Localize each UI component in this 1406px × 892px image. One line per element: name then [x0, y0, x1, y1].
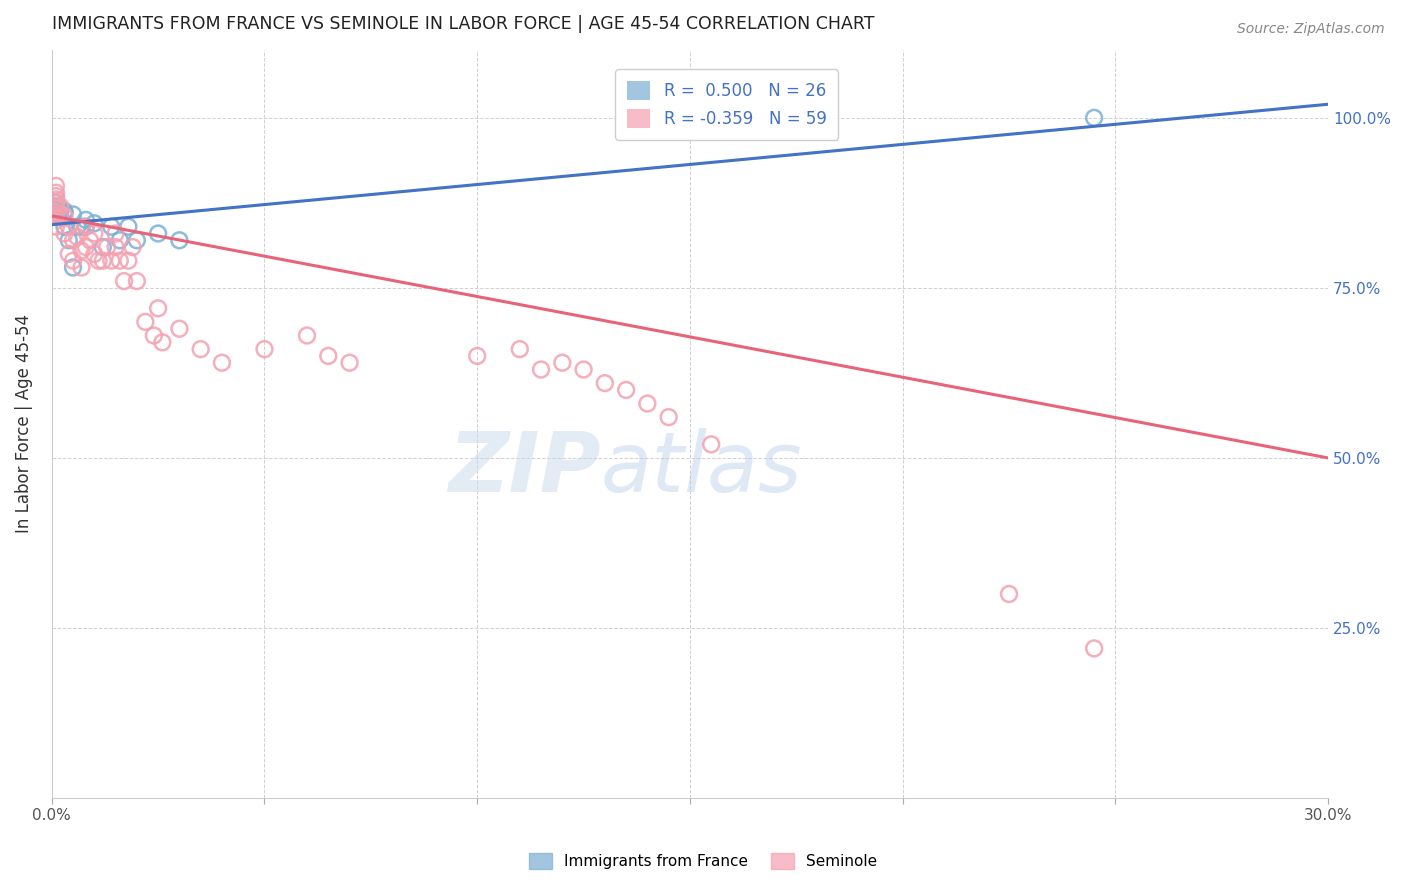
Point — [62, 207, 84, 221]
Point — [62, 260, 84, 275]
Point — [169, 322, 191, 336]
Point — [45, 206, 67, 220]
Point — [117, 253, 139, 268]
Point — [104, 240, 127, 254]
Point — [58, 247, 80, 261]
Point — [117, 219, 139, 234]
Point — [49, 199, 72, 213]
Point — [100, 219, 122, 234]
Text: atlas: atlas — [600, 428, 803, 509]
Point — [83, 216, 105, 230]
Point — [58, 219, 80, 234]
Point — [316, 349, 339, 363]
Point — [83, 247, 105, 261]
Point — [465, 349, 488, 363]
Point — [70, 244, 93, 258]
Point — [45, 210, 67, 224]
Point — [53, 227, 76, 241]
Point — [75, 219, 97, 234]
Point — [190, 342, 212, 356]
Point — [211, 356, 233, 370]
Point — [104, 227, 127, 241]
Point — [70, 219, 93, 234]
Point — [593, 376, 616, 391]
Point — [134, 315, 156, 329]
Point — [700, 437, 723, 451]
Point — [75, 240, 97, 254]
Point — [45, 195, 67, 210]
Point — [509, 342, 531, 356]
Point — [53, 206, 76, 220]
Point — [49, 210, 72, 224]
Point — [339, 356, 361, 370]
Point — [83, 227, 105, 241]
Point — [62, 233, 84, 247]
Point — [70, 260, 93, 275]
Point — [1083, 111, 1105, 125]
Point — [169, 233, 191, 247]
Point — [108, 233, 131, 247]
Point — [58, 233, 80, 247]
Point — [66, 230, 89, 244]
Point — [91, 253, 114, 268]
Text: Source: ZipAtlas.com: Source: ZipAtlas.com — [1237, 22, 1385, 37]
Point — [121, 240, 143, 254]
Point — [45, 189, 67, 203]
Point — [1083, 641, 1105, 656]
Point — [87, 253, 110, 268]
Point — [125, 274, 148, 288]
Point — [150, 335, 173, 350]
Point — [530, 362, 553, 376]
Point — [45, 199, 67, 213]
Point — [49, 210, 72, 224]
Point — [253, 342, 276, 356]
Point — [45, 195, 67, 210]
Point — [45, 206, 67, 220]
Y-axis label: In Labor Force | Age 45-54: In Labor Force | Age 45-54 — [15, 315, 32, 533]
Point — [53, 219, 76, 234]
Point — [295, 328, 318, 343]
Point — [45, 199, 67, 213]
Point — [66, 219, 89, 234]
Point — [572, 362, 595, 376]
Point — [551, 356, 574, 370]
Point — [45, 178, 67, 193]
Legend: Immigrants from France, Seminole: Immigrants from France, Seminole — [523, 847, 883, 875]
Point — [53, 210, 76, 224]
Point — [146, 227, 169, 241]
Point — [45, 186, 67, 200]
Point — [49, 204, 72, 219]
Point — [614, 383, 637, 397]
Point — [45, 202, 67, 217]
Point — [142, 328, 165, 343]
Point — [75, 213, 97, 227]
Point — [658, 410, 681, 425]
Point — [100, 253, 122, 268]
Point — [53, 204, 76, 219]
Point — [112, 274, 135, 288]
Point — [62, 253, 84, 268]
Point — [79, 233, 101, 247]
Point — [146, 301, 169, 316]
Legend: R =  0.500   N = 26, R = -0.359   N = 59: R = 0.500 N = 26, R = -0.359 N = 59 — [616, 70, 838, 139]
Text: ZIP: ZIP — [449, 428, 600, 509]
Point — [998, 587, 1021, 601]
Point — [91, 240, 114, 254]
Point — [45, 219, 67, 234]
Point — [125, 233, 148, 247]
Point — [96, 240, 118, 254]
Point — [108, 253, 131, 268]
Point — [636, 396, 658, 410]
Point — [45, 210, 67, 224]
Text: IMMIGRANTS FROM FRANCE VS SEMINOLE IN LABOR FORCE | AGE 45-54 CORRELATION CHART: IMMIGRANTS FROM FRANCE VS SEMINOLE IN LA… — [52, 15, 875, 33]
Point — [45, 193, 67, 207]
Point — [75, 219, 97, 234]
